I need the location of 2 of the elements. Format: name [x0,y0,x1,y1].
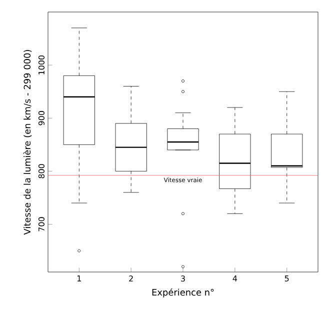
y-axis-title: Vitesse de la lumière (en km/s - 299 000) [23,50,32,235]
x-axis-title: Expérience n° [152,288,214,298]
